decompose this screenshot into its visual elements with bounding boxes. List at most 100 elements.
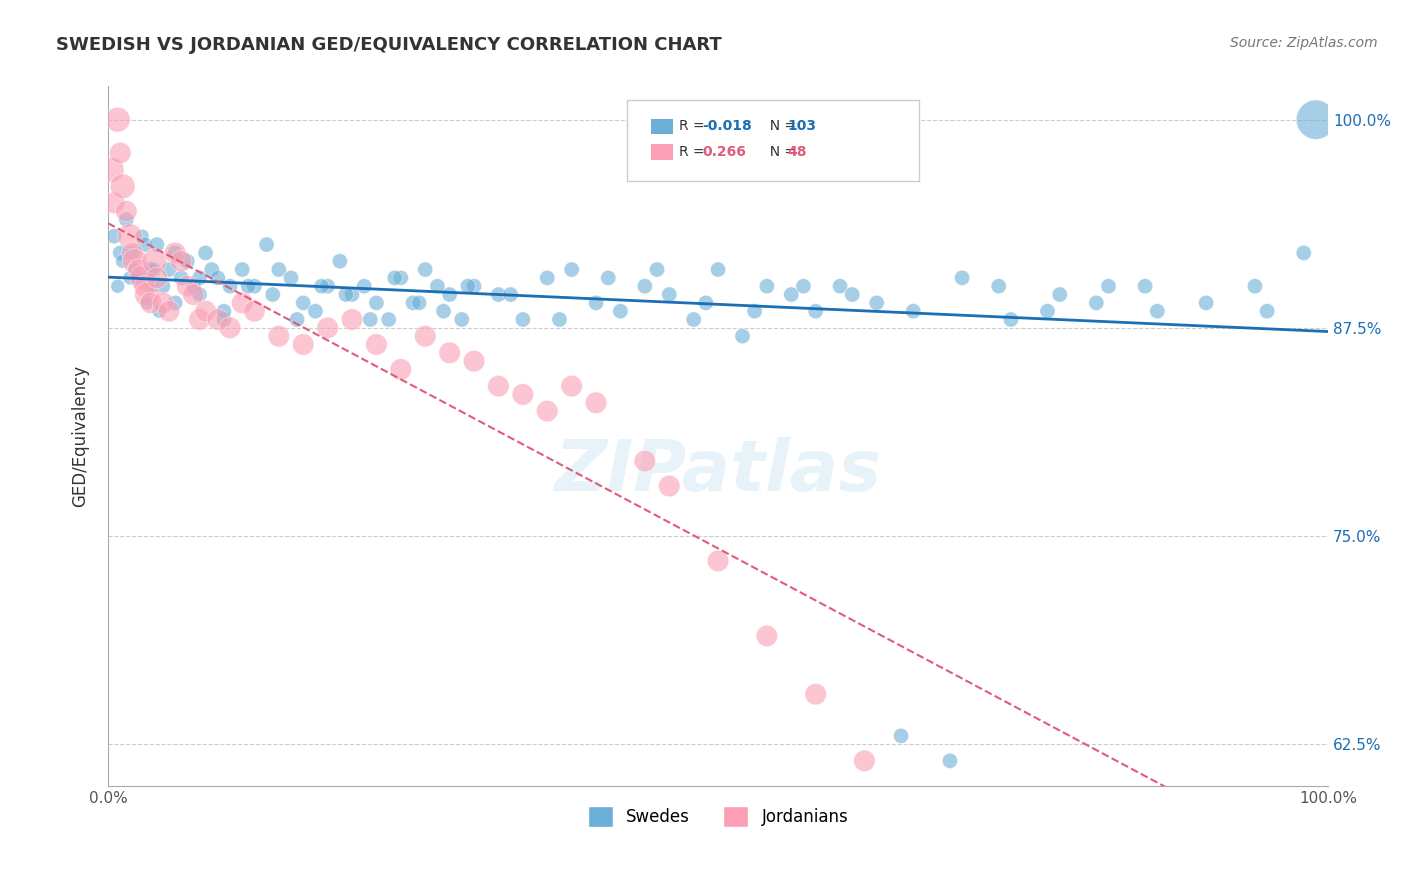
- Point: [146, 271, 169, 285]
- Text: R =: R =: [679, 120, 709, 133]
- Point: [939, 754, 962, 768]
- Point: [585, 296, 607, 310]
- Point: [292, 296, 315, 310]
- Point: [121, 246, 143, 260]
- Point: [439, 346, 461, 360]
- Point: [1085, 296, 1108, 310]
- Point: [1133, 279, 1156, 293]
- Point: [139, 279, 162, 293]
- Point: [340, 287, 363, 301]
- Point: [804, 687, 827, 701]
- Point: [645, 262, 668, 277]
- Point: [426, 279, 449, 293]
- Point: [139, 262, 162, 277]
- Point: [107, 112, 129, 127]
- Point: [389, 271, 412, 285]
- Point: [267, 262, 290, 277]
- Point: [165, 246, 187, 260]
- Point: [131, 271, 153, 285]
- Point: [212, 312, 235, 326]
- Point: [108, 145, 131, 160]
- Point: [1146, 304, 1168, 318]
- Point: [450, 312, 472, 326]
- Point: [634, 454, 657, 468]
- Point: [280, 271, 302, 285]
- Point: [238, 279, 260, 293]
- Point: [389, 362, 412, 376]
- Point: [585, 396, 607, 410]
- Point: [329, 254, 352, 268]
- Point: [292, 337, 315, 351]
- Point: [866, 296, 889, 310]
- Point: [731, 329, 754, 343]
- Point: [124, 262, 146, 277]
- Point: [463, 354, 485, 368]
- Point: [457, 279, 479, 293]
- Point: [118, 229, 141, 244]
- Point: [658, 287, 681, 301]
- Point: [1097, 279, 1119, 293]
- Point: [139, 296, 162, 310]
- Point: [366, 337, 388, 351]
- Point: [755, 629, 778, 643]
- Point: [311, 279, 333, 293]
- Point: [134, 279, 156, 293]
- Point: [1305, 112, 1327, 127]
- Point: [219, 279, 242, 293]
- Point: [695, 296, 717, 310]
- Point: [335, 287, 357, 301]
- Point: [707, 262, 730, 277]
- Legend: Swedes, Jordanians: Swedes, Jordanians: [581, 800, 855, 833]
- Point: [243, 279, 266, 293]
- Y-axis label: GED/Equivalency: GED/Equivalency: [72, 365, 89, 508]
- Text: ZIPatlas: ZIPatlas: [554, 436, 882, 506]
- Point: [194, 246, 217, 260]
- Point: [243, 304, 266, 318]
- Point: [561, 379, 583, 393]
- Point: [201, 262, 224, 277]
- Point: [121, 246, 143, 260]
- Point: [107, 279, 129, 293]
- Point: [267, 329, 290, 343]
- Point: [353, 279, 375, 293]
- Point: [853, 754, 876, 768]
- Point: [136, 296, 159, 310]
- Point: [950, 271, 973, 285]
- FancyBboxPatch shape: [627, 100, 920, 181]
- Point: [183, 279, 205, 293]
- Point: [152, 296, 174, 310]
- Point: [316, 279, 339, 293]
- Point: [118, 271, 141, 285]
- Point: [512, 312, 534, 326]
- Point: [366, 296, 388, 310]
- Point: [170, 254, 193, 268]
- Point: [115, 204, 138, 219]
- Text: SWEDISH VS JORDANIAN GED/EQUIVALENCY CORRELATION CHART: SWEDISH VS JORDANIAN GED/EQUIVALENCY COR…: [56, 36, 723, 54]
- Point: [682, 312, 704, 326]
- Point: [536, 271, 558, 285]
- Point: [157, 304, 180, 318]
- Text: 0.266: 0.266: [702, 145, 747, 159]
- Point: [413, 329, 436, 343]
- Point: [463, 279, 485, 293]
- Point: [408, 296, 430, 310]
- Text: 103: 103: [787, 120, 817, 133]
- Point: [108, 246, 131, 260]
- Point: [792, 279, 814, 293]
- Point: [207, 271, 229, 285]
- Point: [194, 304, 217, 318]
- Text: Source: ZipAtlas.com: Source: ZipAtlas.com: [1230, 36, 1378, 50]
- Point: [165, 296, 187, 310]
- Point: [207, 312, 229, 326]
- Point: [1292, 246, 1315, 260]
- Point: [231, 262, 253, 277]
- Point: [707, 554, 730, 568]
- Point: [377, 312, 399, 326]
- Point: [1256, 304, 1278, 318]
- Point: [285, 312, 308, 326]
- Point: [548, 312, 571, 326]
- Point: [499, 287, 522, 301]
- Point: [432, 304, 454, 318]
- Point: [256, 237, 278, 252]
- Point: [170, 271, 193, 285]
